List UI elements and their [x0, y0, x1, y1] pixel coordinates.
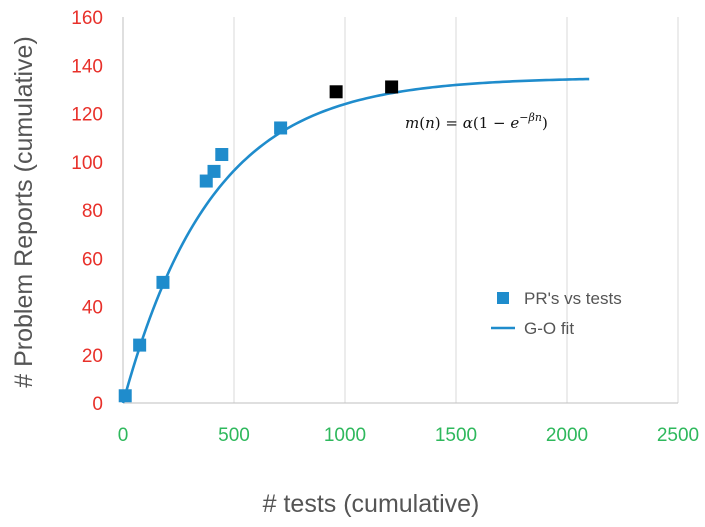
x-tick-label: 2000	[546, 425, 588, 446]
y-tick-label: 100	[71, 153, 103, 174]
x-axis-title: # tests (cumulative)	[263, 490, 480, 518]
y-tick-label: 80	[82, 201, 103, 222]
data-point	[133, 338, 147, 352]
data-point	[156, 275, 170, 289]
scatter-series	[118, 80, 399, 403]
x-tick-label: 2500	[657, 425, 699, 446]
y-tick-label: 140	[71, 56, 103, 77]
x-tick-label: 0	[118, 425, 129, 446]
legend-marker-square	[497, 292, 509, 304]
data-point	[274, 121, 288, 135]
y-axis-title: # Problem Reports (cumulative)	[10, 36, 38, 388]
legend: PR's vs tests G-O fit	[491, 289, 622, 338]
gridlines	[233, 17, 679, 403]
data-point	[207, 164, 221, 178]
data-point-highlighted	[385, 80, 399, 94]
y-tick-label: 60	[82, 249, 103, 270]
x-tick-label: 1000	[324, 425, 366, 446]
data-point-highlighted	[329, 85, 343, 99]
legend-label-scatter: PR's vs tests	[524, 289, 622, 308]
x-axis-ticks: 0 500 1000 1500 2000 2500	[118, 425, 699, 446]
fit-curve	[121, 77, 590, 404]
y-tick-label: 120	[71, 105, 103, 126]
fit-line-series	[121, 77, 590, 404]
y-tick-label: 0	[92, 394, 103, 415]
data-point	[215, 148, 229, 162]
fit-formula-annotation: m(n) = α(1 − e−βn)	[405, 111, 548, 132]
y-axis-ticks: 0 20 40 60 80 100 120 140 160	[71, 8, 103, 415]
legend-label-fit: G-O fit	[524, 319, 574, 338]
axes	[122, 17, 678, 404]
y-tick-label: 40	[82, 298, 103, 319]
data-point	[118, 389, 132, 403]
x-tick-label: 500	[218, 425, 250, 446]
x-tick-label: 1500	[435, 425, 477, 446]
y-tick-label: 160	[71, 8, 103, 29]
y-tick-label: 20	[82, 346, 103, 367]
